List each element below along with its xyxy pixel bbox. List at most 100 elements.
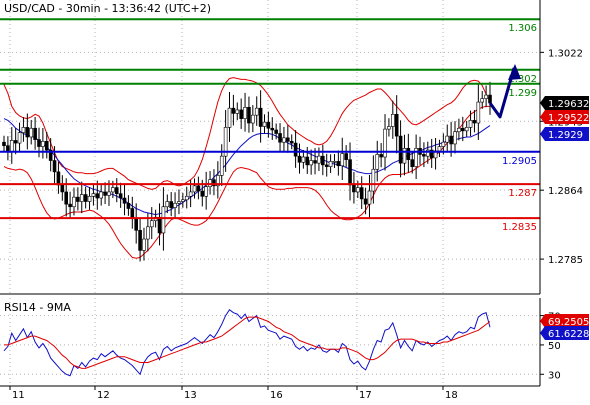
value-tag-box [545, 127, 589, 141]
candle [297, 143, 302, 174]
candle-body [468, 120, 473, 128]
candle [2, 135, 6, 152]
candle-body [480, 98, 485, 103]
candle-body [138, 230, 142, 251]
candle [293, 130, 298, 168]
candle-body [282, 137, 286, 143]
price-tag: 1.2929 [540, 127, 589, 141]
candle-body [64, 191, 69, 205]
candle [262, 114, 267, 134]
candle-body [227, 107, 232, 128]
candle [204, 171, 208, 210]
value-tag-pointer [540, 326, 545, 340]
candle-body [130, 208, 135, 219]
candle [68, 191, 72, 218]
candle [464, 120, 469, 137]
candle [44, 131, 49, 159]
candle-body [425, 149, 430, 157]
candle [390, 100, 395, 139]
candle-body [9, 140, 14, 153]
projection-arrowhead [508, 64, 521, 81]
candle [371, 155, 376, 204]
candle-body [56, 171, 61, 186]
candle [13, 128, 18, 155]
x-tick-label: 13 [184, 390, 197, 400]
candle-body [25, 127, 30, 138]
candle-body [258, 107, 263, 127]
candle [138, 218, 142, 262]
candle-body [251, 114, 255, 124]
candle-body [460, 127, 465, 132]
candle [289, 134, 294, 150]
candle [445, 124, 450, 153]
candle [406, 133, 411, 173]
candle [99, 183, 103, 206]
candle-body [266, 121, 271, 129]
rsi-value-tag: 69.2505 [540, 314, 589, 328]
candle [457, 118, 461, 141]
candle [235, 102, 240, 121]
candle-body [441, 141, 446, 147]
axes: 1.30221.29431.28641.27857050301112131617… [0, 0, 583, 401]
candle [231, 94, 236, 126]
projection-arrow-line [488, 67, 516, 119]
candle [278, 123, 282, 152]
candle [126, 195, 131, 216]
candle [184, 186, 189, 209]
value-tag-label: 61.6228 [548, 329, 589, 340]
candle [122, 184, 127, 216]
candle-body [114, 187, 119, 194]
level-label: 1.287 [508, 188, 537, 199]
candle-body [278, 133, 282, 143]
candle [223, 109, 228, 172]
candle [87, 187, 92, 210]
candle-body [387, 126, 391, 130]
candle-body [344, 153, 348, 160]
candle [336, 150, 341, 176]
candle-body [457, 127, 461, 133]
candle-body [60, 184, 65, 193]
candle-body [254, 107, 259, 116]
candle [21, 117, 26, 142]
rsi-y-tick-label: 30 [548, 370, 561, 381]
candle-body [134, 217, 138, 231]
candle [103, 182, 107, 205]
candle-body [68, 203, 72, 208]
candle-body [317, 155, 321, 164]
bollinger-lower-line [3, 105, 490, 259]
candle-body [149, 220, 154, 228]
candle [282, 126, 286, 153]
candle [328, 154, 333, 173]
value-tag-pointer [540, 110, 545, 124]
candle [383, 114, 387, 171]
candle-body [289, 141, 294, 144]
candle [410, 151, 415, 174]
candle-body [472, 120, 477, 124]
candle-body [17, 132, 22, 144]
x-tick-label: 16 [270, 390, 283, 400]
candle-body [231, 107, 236, 114]
value-tag-pointer [540, 96, 545, 110]
candle-body [247, 107, 251, 124]
candle [394, 95, 399, 154]
candle-body [301, 156, 306, 163]
candle-body [21, 127, 26, 133]
candle-body [383, 128, 387, 158]
candle-body [44, 141, 49, 151]
candle [429, 138, 434, 168]
candle [192, 178, 197, 199]
candle-body [146, 226, 150, 240]
candle [274, 123, 278, 140]
candle [212, 169, 216, 196]
candle [344, 145, 348, 168]
level-label: 1.2905 [502, 156, 537, 167]
candle [227, 92, 232, 142]
candle-body [398, 135, 403, 164]
candle-body [216, 175, 220, 187]
candle-body [223, 127, 228, 157]
candle-body [359, 187, 364, 200]
candle-body [464, 127, 469, 132]
candle [181, 192, 185, 208]
candle-body [235, 109, 240, 114]
